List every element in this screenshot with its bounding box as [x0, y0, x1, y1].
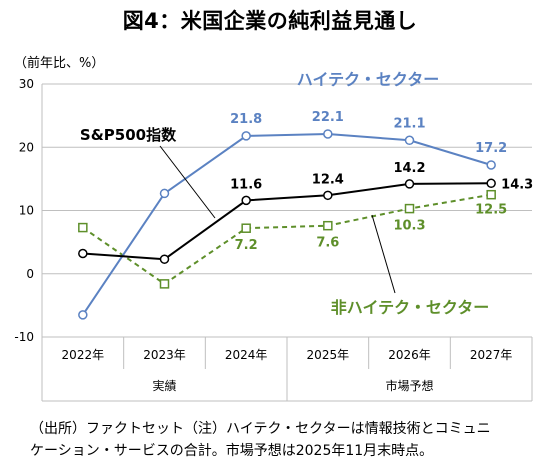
data-label-sp500: 12.4: [312, 172, 344, 187]
data-label-sp500: 14.3: [501, 177, 533, 192]
chart-title: 図4：米国企業の純利益見通し: [122, 9, 418, 33]
note-line-1: （出所）ファクトセット（注）ハイテク・セクターは情報技術とコミュニ: [30, 421, 491, 437]
data-point-sp500: [323, 190, 333, 201]
series-line-hitech: [81, 132, 492, 316]
x-tick-label: 2023年: [143, 348, 186, 362]
data-point-nonhitech: [404, 203, 415, 214]
y-tick-label: 20: [19, 140, 34, 154]
y-tick-label: 0: [26, 267, 34, 281]
x-tick-label: 2026年: [388, 348, 431, 362]
data-label-nonhitech: 7.2: [235, 238, 258, 253]
data-label-nonhitech: 12.5: [475, 203, 507, 218]
data-point-sp500: [404, 179, 415, 189]
data-label-hitech: 21.8: [230, 112, 262, 127]
source-note: （出所）ファクトセット（注）ハイテク・セクターは情報技術とコミュニ ケーション・…: [30, 418, 530, 462]
leader-line-sp500: [159, 145, 216, 219]
data-point-nonhitech: [78, 222, 88, 233]
unit-label: （前年比、%）: [14, 55, 104, 71]
data-point-hitech: [486, 160, 496, 170]
data-label-hitech: 22.1: [312, 110, 344, 125]
x-group-label: 実績: [152, 378, 176, 393]
data-point-hitech: [78, 310, 88, 320]
data-label-sp500: 11.6: [230, 177, 262, 192]
leader-line-nonhitech: [371, 214, 396, 294]
data-point-sp500: [486, 178, 496, 189]
data-point-sp500: [159, 254, 170, 264]
series-name-hitech: ハイテク・セクター: [297, 70, 439, 89]
data-point-hitech: [241, 131, 251, 141]
x-tick-label: 2024年: [225, 348, 268, 362]
data-label-nonhitech: 7.6: [316, 236, 339, 251]
data-label-hitech: 21.1: [393, 116, 425, 131]
x-tick-label: 2022年: [62, 348, 105, 362]
data-point-sp500: [78, 248, 88, 259]
x-tick-label: 2027年: [470, 348, 513, 362]
data-point-nonhitech: [486, 189, 496, 200]
data-point-nonhitech: [159, 279, 170, 289]
data-point-nonhitech: [241, 223, 251, 233]
series-line-nonhitech: [82, 193, 492, 286]
data-label-sp500: 14.2: [393, 161, 425, 176]
data-point-hitech: [323, 129, 333, 139]
data-point-nonhitech: [323, 220, 333, 231]
y-tick-label: 10: [19, 204, 34, 218]
y-tick-label: 30: [19, 77, 34, 91]
note-line-2: ケーション・サービスの合計。市場予想は2025年11月末時点。: [30, 443, 434, 459]
series-name-sp500: S&P500指数: [80, 126, 177, 144]
x-tick-label: 2025年: [307, 348, 350, 362]
data-label-nonhitech: 10.3: [393, 219, 425, 234]
series-line-sp500: [82, 182, 492, 261]
y-tick-label: -10: [14, 330, 34, 344]
x-group-label: 市場予想: [385, 378, 433, 393]
data-point-hitech: [159, 188, 170, 199]
data-point-hitech: [404, 135, 415, 146]
series-name-nonhitech: 非ハイテク・セクター: [331, 298, 489, 317]
data-label-hitech: 17.2: [475, 141, 507, 156]
data-point-sp500: [241, 195, 251, 206]
